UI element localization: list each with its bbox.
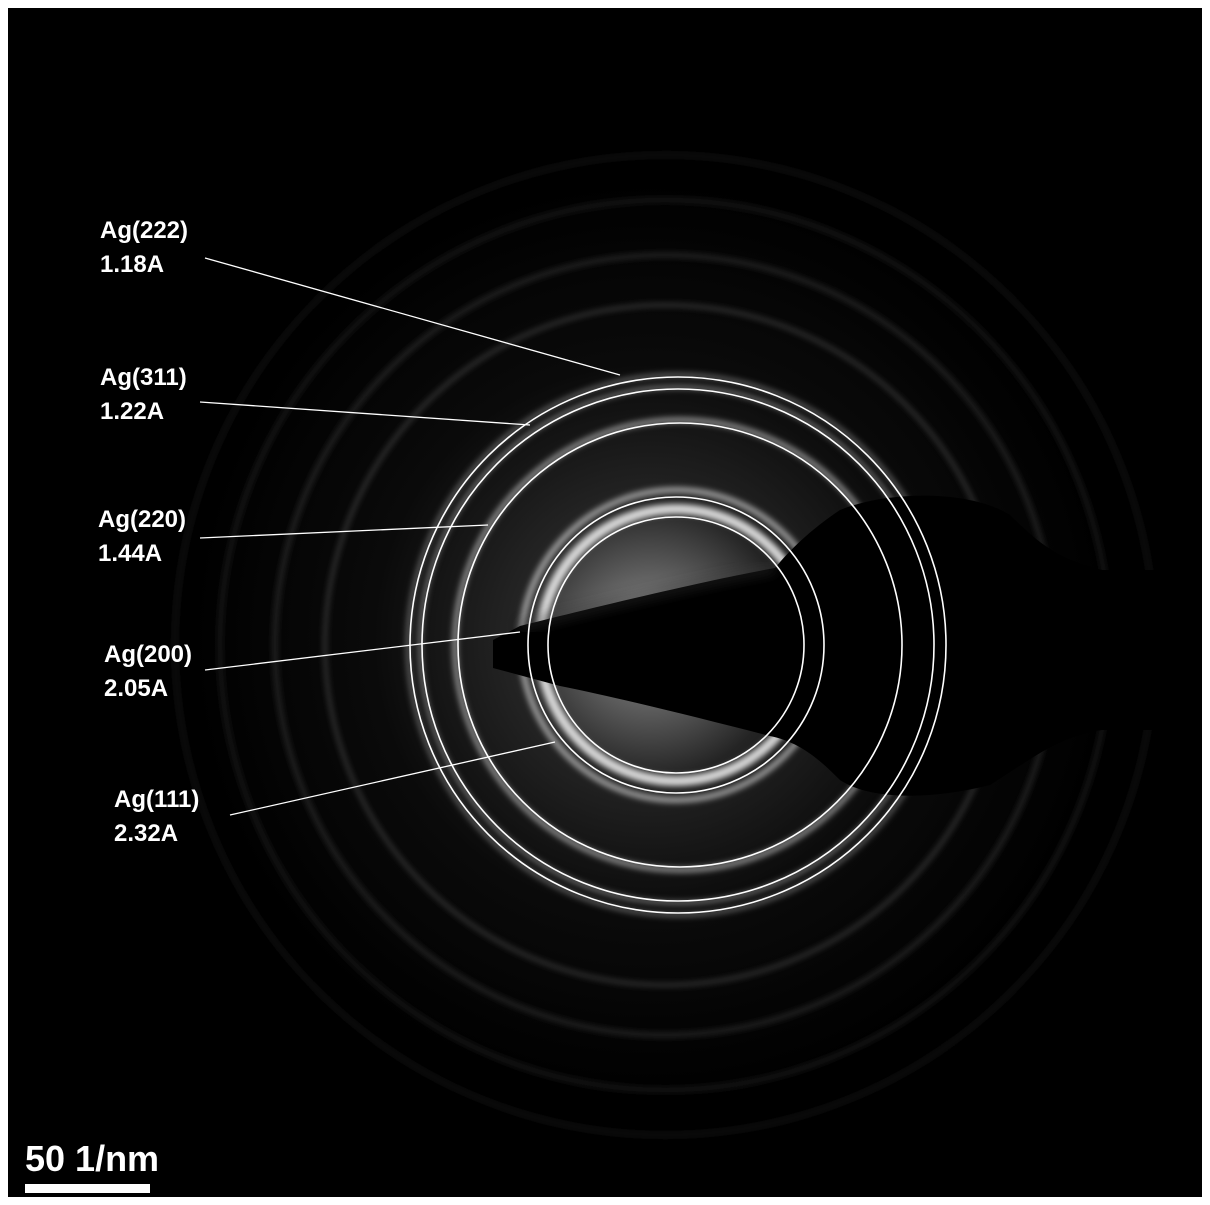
ring-label-spacing: 2.32A (114, 820, 178, 847)
fit-ring-ag111 (547, 516, 805, 774)
beam-stop-edge-glow (519, 565, 776, 629)
ring-label-spacing: 1.22A (100, 398, 164, 425)
ring-label-name: Ag(111) (114, 786, 199, 813)
ring-label-spacing: 1.18A (100, 251, 164, 278)
beam-stop (493, 495, 1202, 796)
fitted-rings (409, 376, 947, 914)
fit-ring-ag220 (457, 422, 903, 868)
fit-ring-ag200 (527, 496, 825, 794)
ring-label-spacing: 2.05A (104, 675, 168, 702)
ring-label-name: Ag(222) (100, 217, 188, 244)
leader-lines (199, 257, 621, 816)
scale-bar-label: 50 1/nm (25, 1138, 159, 1179)
ring-label-spacing: 1.44A (98, 540, 162, 567)
ring-label-name: Ag(311) (100, 364, 187, 391)
fit-ring-ag311 (421, 388, 935, 902)
ring-label-name: Ag(200) (104, 641, 192, 668)
scale-bar (25, 1184, 150, 1193)
ring-label-name: Ag(220) (98, 506, 186, 533)
